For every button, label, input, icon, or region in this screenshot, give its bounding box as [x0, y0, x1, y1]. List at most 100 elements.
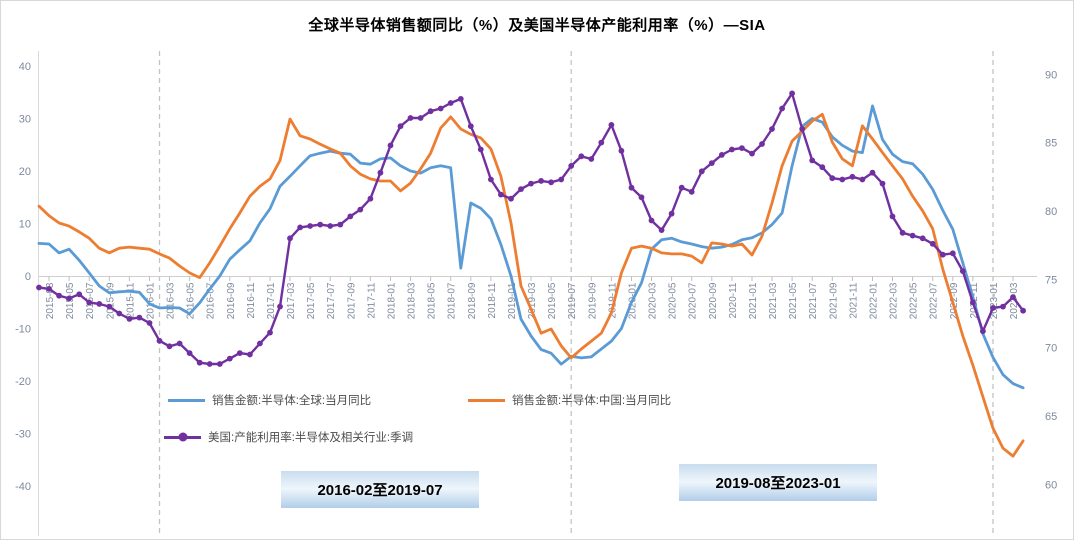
series-marker-us-utilization [337, 221, 344, 228]
annotation-box-period-2: 2019-08至2023-01 [679, 464, 877, 501]
series-marker-us-utilization [839, 176, 846, 183]
x-axis-tick-label: 2018-07 [447, 282, 458, 319]
x-axis-tick-label: 2016-03 [166, 282, 177, 319]
series-marker-us-utilization [397, 123, 404, 130]
series-marker-us-utilization [287, 235, 293, 242]
left-axis-tick-label: 10 [19, 219, 31, 231]
series-marker-us-utilization [578, 153, 585, 160]
series-marker-us-utilization [819, 164, 826, 171]
series-marker-us-utilization [236, 350, 243, 356]
right-axis-tick-label: 90 [1045, 69, 1057, 81]
x-axis-tick-label: 2016-07 [206, 282, 217, 319]
series-marker-us-utilization [377, 169, 384, 176]
series-marker-us-utilization [477, 146, 484, 153]
x-axis-tick-label: 2017-11 [366, 282, 377, 318]
series-marker-us-utilization [628, 184, 635, 191]
x-axis-tick-label: 2019-07 [567, 282, 578, 319]
series-marker-us-utilization [357, 206, 364, 213]
series-marker-us-utilization [66, 295, 72, 302]
series-marker-us-utilization [598, 139, 605, 146]
series-marker-us-utilization [568, 163, 575, 169]
right-axis-tick-label: 80 [1045, 206, 1057, 218]
x-axis-tick-label: 2015-09 [105, 282, 116, 319]
series-marker-us-utilization [949, 250, 956, 257]
series-marker-us-utilization [618, 147, 625, 154]
series-marker-us-utilization [36, 284, 42, 291]
series-marker-us-utilization [899, 229, 906, 236]
series-marker-us-utilization [739, 145, 745, 152]
x-axis-tick-label: 2017-05 [306, 282, 317, 319]
series-marker-us-utilization [166, 343, 173, 350]
series-marker-us-utilization [518, 186, 524, 193]
series-marker-us-utilization [367, 195, 374, 202]
legend-marker-dot [178, 432, 187, 442]
series-marker-us-utilization [980, 328, 986, 335]
x-axis-tick-label: 2016-01 [146, 282, 157, 319]
series-marker-us-utilization [1000, 303, 1006, 310]
series-marker-us-utilization [427, 108, 434, 115]
legend-swatch-global-line [168, 398, 205, 402]
series-line-global [37, 104, 1025, 390]
series-marker-us-utilization [829, 175, 836, 182]
x-axis-tick-label: 2018-03 [407, 282, 418, 319]
series-marker-us-utilization [718, 152, 725, 158]
series-marker-us-utilization [96, 301, 103, 307]
left-axis-tick-label: -20 [15, 376, 31, 388]
series-marker-us-utilization [859, 176, 866, 183]
right-axis-tick-label: 75 [1045, 274, 1057, 286]
series-marker-us-utilization [779, 105, 785, 112]
x-axis-tick-label: 2017-01 [266, 282, 277, 319]
x-axis-tick-label: 2022-01 [869, 282, 880, 319]
x-axis-tick-label: 2019-09 [587, 282, 598, 319]
x-axis-tick-label: 2021-05 [788, 282, 799, 319]
annotation-box-period-1: 2016-02至2019-07 [281, 471, 479, 508]
legend-item-china-sales: 销售金额:半导体:中国:当月同比 [468, 392, 671, 408]
x-axis-tick-label: 2018-09 [467, 282, 478, 319]
series-marker-us-utilization [769, 126, 775, 132]
x-axis-tick-label: 2016-05 [186, 282, 197, 319]
x-axis-tick-label: 2021-01 [748, 282, 759, 319]
series-marker-us-utilization [1010, 294, 1016, 300]
x-axis-tick-label: 2020-11 [728, 282, 739, 318]
series-marker-us-utilization [1020, 307, 1026, 314]
right-axis-tick-label: 85 [1045, 138, 1057, 150]
series-marker-us-utilization [608, 122, 615, 128]
x-axis-tick-label: 2017-07 [326, 282, 337, 319]
series-line-us-utilization [37, 92, 1025, 366]
series-marker-us-utilization [206, 361, 213, 367]
x-axis-tick-label: 2020-07 [688, 282, 699, 319]
series-marker-us-utilization [498, 191, 504, 198]
series-marker-us-utilization [648, 217, 655, 224]
series-marker-us-utilization [939, 251, 946, 258]
series-marker-us-utilization [327, 223, 334, 229]
series-marker-us-utilization [668, 210, 675, 217]
series-marker-us-utilization [909, 232, 916, 239]
legend-item-us-utilization: 美国:产能利用率:半导体及相关行业:季调 [164, 429, 413, 445]
series-marker-us-utilization [146, 320, 153, 326]
x-axis-tick-label: 2016-11 [246, 282, 257, 318]
series-marker-us-utilization [749, 150, 755, 157]
left-axis-tick-label: 40 [19, 61, 31, 73]
x-axis-tick-label: 2015-11 [125, 282, 136, 318]
left-axis-tick-label: 20 [19, 166, 31, 178]
legend-label-china-sales: 销售金额:半导体:中国:当月同比 [512, 395, 672, 407]
series-marker-us-utilization [457, 96, 464, 102]
series-marker-us-utilization [708, 160, 715, 167]
series-marker-us-utilization [176, 340, 183, 347]
series-marker-us-utilization [558, 176, 565, 183]
legend-swatch-us-utilization-line [164, 432, 201, 442]
series-marker-us-utilization [588, 156, 595, 162]
x-axis-tick-label: 2020-09 [708, 282, 719, 319]
series-marker-us-utilization [638, 194, 645, 201]
left-axis-tick-label: 0 [25, 271, 31, 283]
x-axis-tick-label: 2020-03 [648, 282, 659, 319]
series-marker-us-utilization [548, 179, 554, 186]
series-marker-us-utilization [116, 310, 123, 317]
x-axis-tick-label: 2021-07 [808, 282, 819, 319]
x-axis-tick-label: 2015-03 [45, 282, 56, 319]
x-axis-tick-label: 2019-03 [527, 282, 538, 319]
left-axis-tick-label: -40 [15, 481, 31, 493]
series-marker-us-utilization [879, 180, 886, 187]
series-marker-us-utilization [789, 90, 795, 97]
